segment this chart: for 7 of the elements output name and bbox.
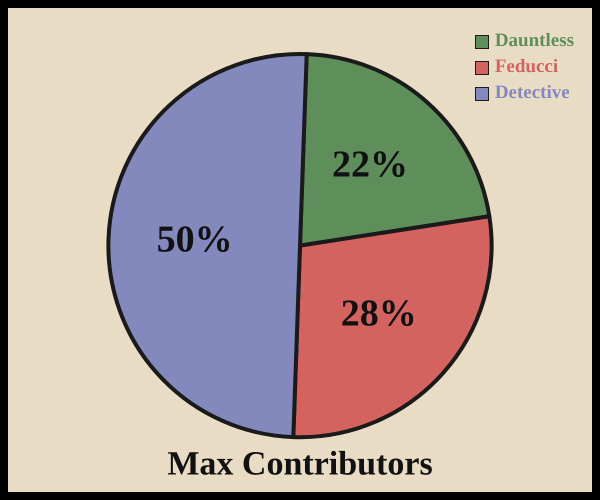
- text: Max Contributors: [167, 445, 433, 482]
- legend-label: Feducci: [494, 56, 558, 77]
- data-label: 28%: [340, 292, 417, 334]
- legend-label: Dauntless: [494, 30, 574, 51]
- legend-label: Detective: [494, 82, 570, 103]
- data-label: 50%: [156, 218, 233, 261]
- data-label: 22%: [332, 144, 408, 186]
